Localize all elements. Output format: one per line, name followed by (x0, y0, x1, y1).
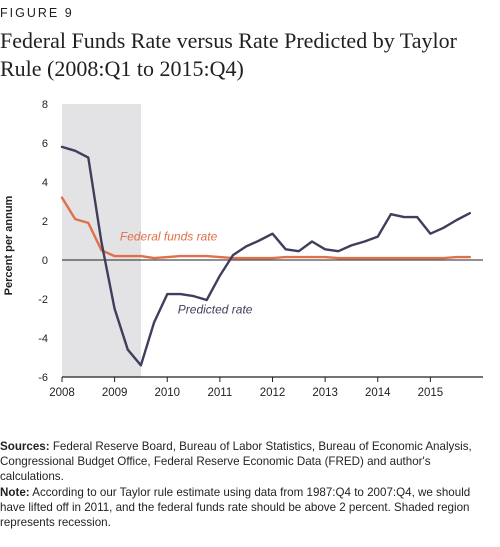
x-tick-label: 2008 (49, 387, 75, 399)
x-tick-label: 2013 (312, 387, 338, 399)
chart-title: Federal Funds Rate versus Rate Predicted… (0, 28, 457, 81)
predicted-rate-line (60, 145, 471, 367)
note-text: According to our Taylor rule estimate us… (0, 485, 471, 530)
y-axis: 8 6 4 2 0 -2 -4 -6 (38, 99, 48, 384)
predicted-rate-label: Predicted rate (178, 303, 253, 317)
x-tick-label: 2010 (154, 387, 180, 399)
y-tick-label: 2 (42, 216, 48, 228)
notes: Sources: Federal Reserve Board, Bureau o… (0, 439, 492, 530)
federal-funds-rate-line (60, 196, 471, 260)
y-tick-label: 6 (42, 138, 48, 150)
x-axis: 2008 2009 2010 2011 2012 2013 2014 2015 (49, 377, 443, 399)
y-tick-label: -6 (38, 372, 48, 384)
x-tick-label: 2014 (365, 387, 391, 399)
y-tick-label: 8 (42, 99, 48, 111)
x-tick-label: 2015 (418, 387, 444, 399)
x-tick-label: 2009 (102, 387, 128, 399)
y-axis-label: Percent per annum (3, 195, 15, 295)
sources-text: Federal Reserve Board, Bureau of Labor S… (0, 440, 472, 484)
figure-label: FIGURE 9 (0, 6, 74, 20)
note-label: Note: (0, 485, 30, 499)
federal-funds-rate-label: Federal funds rate (120, 230, 218, 244)
sources-label: Sources: (0, 440, 50, 453)
x-tick-label: 2012 (260, 387, 286, 399)
y-tick-label: 4 (42, 177, 48, 189)
y-tick-label: 0 (42, 255, 48, 267)
y-tick-label: -4 (38, 333, 48, 345)
x-tick-label: 2011 (208, 387, 233, 399)
y-tick-label: -2 (38, 294, 48, 306)
chart: 8 6 4 2 0 -2 -4 -6 2008 2009 2010 2011 2012 2013 2014… (3, 99, 483, 399)
